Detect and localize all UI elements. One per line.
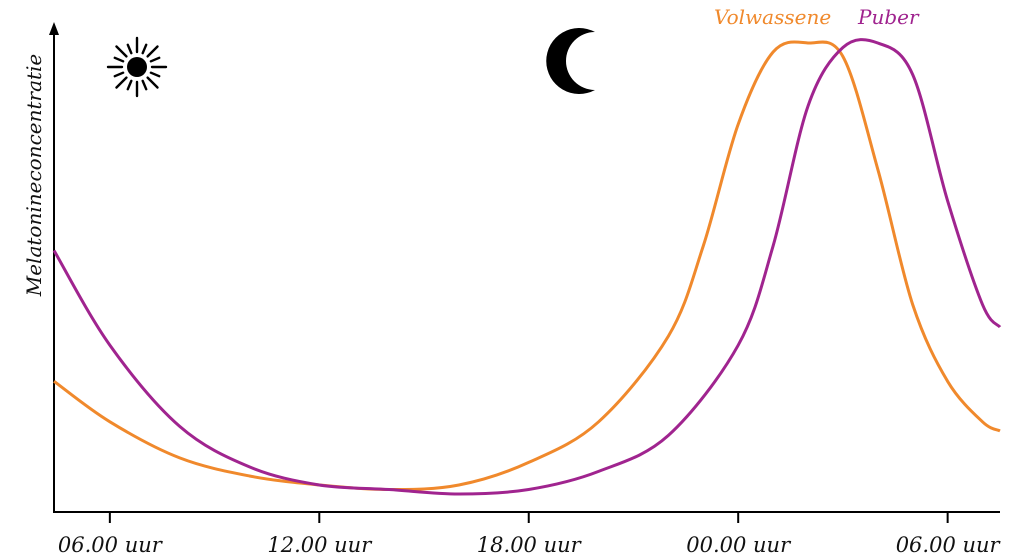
axes	[49, 22, 1000, 513]
x-tick-label: 12.00 uur	[267, 533, 373, 557]
legend-label-volwassene: Volwassene	[714, 5, 831, 29]
x-tick-label: 00.00 uur	[686, 533, 792, 557]
x-tick-label: 18.00 uur	[477, 533, 583, 557]
x-tick-label: 06.00 uur	[896, 533, 1002, 557]
moon-icon	[546, 27, 595, 95]
legend-label-puber: Puber	[857, 5, 920, 29]
y-axis-arrow	[49, 22, 59, 35]
x-ticks: 06.00 uur 12.00 uur 18.00 uur 00.00 uur 06.0…	[58, 512, 1002, 557]
x-tick-label: 06.00 uur	[58, 533, 164, 557]
series-line-puber	[52, 38, 1002, 496]
y-axis-label: Melatonineconcentratie	[22, 54, 46, 298]
series-lines	[52, 38, 1002, 496]
series-line-volwassene	[53, 40, 1001, 491]
sun-icon	[106, 36, 168, 98]
